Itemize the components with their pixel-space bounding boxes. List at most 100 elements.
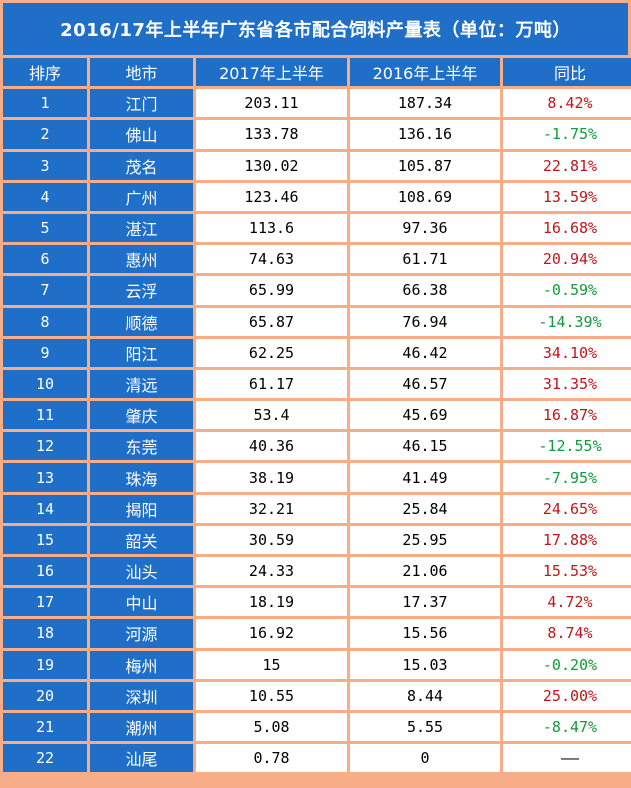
cell-2016-value: 46.42 [350,338,500,367]
cell-city: 汕尾 [90,744,193,773]
cell-rank: 22 [3,744,87,773]
cell-city: 顺德 [90,307,193,336]
cell-rank: 16 [3,557,87,586]
cell-rank: 9 [3,338,87,367]
cell-city: 清远 [90,369,193,399]
cell-yoy-change: 15.53% [503,557,631,586]
cell-2016-value: 76.94 [350,307,500,336]
header-2016-h1: 2016年上半年 [350,58,500,87]
cell-2017-value: 203.11 [196,89,347,118]
cell-2017-value: 15 [196,650,347,679]
cell-2016-value: 108.69 [350,182,500,211]
cell-2016-value: 187.34 [350,89,500,118]
cell-2016-value: 45.69 [350,401,500,430]
cell-2016-value: 5.55 [350,712,500,742]
cell-yoy-change: 31.35% [503,369,631,399]
cell-2017-value: 5.08 [196,712,347,742]
header-rank: 排序 [3,58,87,87]
cell-yoy-change: 4.72% [503,588,631,617]
cell-rank: 4 [3,182,87,211]
header-city: 地市 [90,58,193,87]
cell-rank: 17 [3,588,87,617]
cell-rank: 18 [3,619,87,648]
cell-2016-value: 66.38 [350,276,500,305]
cell-2016-value: 21.06 [350,557,500,586]
cell-city: 珠海 [90,463,193,492]
cell-2017-value: 65.99 [196,276,347,305]
cell-2016-value: 15.03 [350,650,500,679]
cell-city: 中山 [90,588,193,617]
cell-2016-value: 41.49 [350,463,500,492]
cell-2017-value: 0.78 [196,744,347,773]
cell-city: 韶关 [90,525,193,554]
cell-city: 云浮 [90,276,193,305]
cell-2016-value: 25.84 [350,494,500,523]
cell-city: 肇庆 [90,401,193,430]
cell-yoy-change: 8.74% [503,619,631,648]
cell-2016-value: 25.95 [350,525,500,554]
cell-yoy-change: 20.94% [503,245,631,274]
cell-city: 潮州 [90,712,193,742]
cell-rank: 10 [3,369,87,399]
cell-2016-value: 105.87 [350,151,500,180]
cell-rank: 2 [3,120,87,149]
cell-city: 湛江 [90,213,193,243]
cell-city: 东莞 [90,432,193,461]
cell-2017-value: 123.46 [196,182,347,211]
cell-rank: 13 [3,463,87,492]
cell-2016-value: 8.44 [350,681,500,710]
cell-yoy-change: 16.68% [503,213,631,243]
cell-yoy-change: -14.39% [503,307,631,336]
cell-yoy-change: -0.20% [503,650,631,679]
cell-yoy-change: 34.10% [503,338,631,367]
cell-city: 汕头 [90,557,193,586]
cell-rank: 7 [3,276,87,305]
cell-rank: 5 [3,213,87,243]
cell-2017-value: 53.4 [196,401,347,430]
cell-2017-value: 16.92 [196,619,347,648]
cell-city: 阳江 [90,338,193,367]
cell-yoy-change: -0.59% [503,276,631,305]
cell-yoy-change: 25.00% [503,681,631,710]
cell-2017-value: 30.59 [196,525,347,554]
cell-yoy-change: -8.47% [503,712,631,742]
cell-2017-value: 18.19 [196,588,347,617]
cell-rank: 21 [3,712,87,742]
cell-2016-value: 15.56 [350,619,500,648]
cell-city: 广州 [90,182,193,211]
cell-rank: 15 [3,525,87,554]
cell-yoy-change: 8.42% [503,89,631,118]
cell-city: 江门 [90,89,193,118]
cell-2016-value: 46.57 [350,369,500,399]
cell-2017-value: 40.36 [196,432,347,461]
cell-2017-value: 10.55 [196,681,347,710]
cell-rank: 19 [3,650,87,679]
cell-rank: 20 [3,681,87,710]
cell-rank: 11 [3,401,87,430]
cell-yoy-change: 16.87% [503,401,631,430]
cell-2016-value: 17.37 [350,588,500,617]
cell-yoy-change: -12.55% [503,432,631,461]
cell-rank: 3 [3,151,87,180]
cell-city: 佛山 [90,120,193,149]
cell-rank: 12 [3,432,87,461]
cell-2016-value: 46.15 [350,432,500,461]
cell-yoy-change: -1.75% [503,120,631,149]
cell-2017-value: 130.02 [196,151,347,180]
cell-yoy-change: 13.59% [503,182,631,211]
cell-2017-value: 24.33 [196,557,347,586]
cell-yoy-change: —— [503,744,631,773]
cell-2017-value: 62.25 [196,338,347,367]
cell-city: 深圳 [90,681,193,710]
table-grid: 排序 地市 2017年上半年 2016年上半年 同比 1 江门 203.11 187.… [3,58,631,773]
cell-2017-value: 65.87 [196,307,347,336]
cell-yoy-change: -7.95% [503,463,631,492]
cell-yoy-change: 22.81% [503,151,631,180]
cell-city: 惠州 [90,245,193,274]
cell-2017-value: 32.21 [196,494,347,523]
table-title: 2016/17年上半年广东省各市配合饲料产量表（单位：万吨） [3,3,628,55]
cell-2017-value: 74.63 [196,245,347,274]
cell-2016-value: 0 [350,744,500,773]
cell-2017-value: 38.19 [196,463,347,492]
cell-2017-value: 113.6 [196,213,347,243]
